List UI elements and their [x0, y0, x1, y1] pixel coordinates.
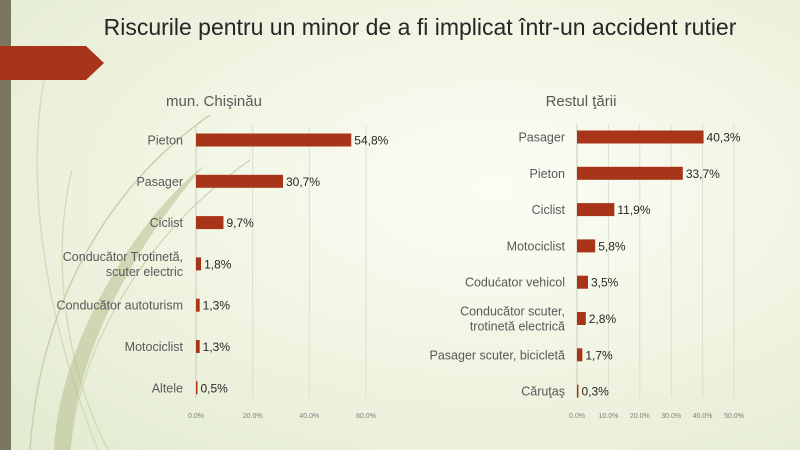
chart-1-title: mun. Chişinău: [166, 93, 262, 110]
chart-1-bar: [196, 133, 352, 147]
chart-2-x-tick-label: 20.0%: [630, 413, 650, 420]
chart-2-category-label: Codućator vehicol: [465, 276, 565, 290]
chart-1-category-label: Pasager: [136, 175, 183, 189]
chart-2-bar: [577, 275, 588, 289]
chart-2-bar: [577, 384, 579, 398]
left-decorative-band: [0, 0, 11, 450]
chart-1-bar: [196, 298, 200, 312]
chart-1-x-tick-label: 20.0%: [243, 413, 263, 420]
chart-1-bar: [196, 381, 198, 395]
chart-2-bar: [577, 203, 615, 217]
chart-1-data-label: 0,5%: [201, 381, 229, 395]
chart-1-x-tick-label: 40.0%: [299, 413, 319, 420]
title-arrow-banner: [0, 46, 104, 80]
chart-1-bar: [196, 216, 224, 230]
chart-2-category-label: Pasager: [518, 131, 565, 145]
slide-title: Riscurile pentru un minor de a fi implic…: [103, 14, 737, 40]
chart-2-category-label: Pieton: [530, 167, 565, 181]
chart-2-x-tick-label: 10.0%: [598, 413, 618, 420]
chart-1-category-label: scuter electric: [106, 265, 183, 279]
chart-2-x-tick-label: 0.0%: [569, 413, 585, 420]
chart-2-category-label: trotinetă electrică: [470, 320, 565, 334]
chart-2-data-label: 5,8%: [598, 239, 626, 253]
chart-1-category-label: Altele: [152, 381, 183, 395]
chart-2-bar: [577, 166, 683, 180]
chart-2-bar: [577, 312, 586, 325]
chart-2-bar: [577, 239, 596, 253]
chart-2-data-label: 2,8%: [589, 312, 617, 326]
chart-2-bar: [577, 130, 704, 144]
chart-1-category-label: Conducător Trotinetă,: [63, 250, 183, 264]
chart-1-x-tick-label: 0.0%: [188, 413, 204, 420]
chart-1-category-label: Pieton: [148, 134, 183, 148]
chart-2-x-tick-label: 40.0%: [693, 413, 713, 420]
chart-2-bar: [577, 348, 583, 362]
chart-1-data-label: 1,8%: [204, 257, 232, 271]
chart-2-data-label: 11,9%: [617, 203, 650, 217]
chart-2-data-label: 3,5%: [591, 276, 619, 290]
chart-2-data-label: 33,7%: [686, 167, 720, 181]
chart-2-data-label: 1,7%: [585, 348, 613, 362]
chart-1-data-label: 1,3%: [203, 299, 231, 313]
chart-2-title: Restul ţării: [546, 93, 617, 110]
chart-1-category-label: Ciclist: [150, 216, 184, 230]
chart-1-bar: [196, 340, 200, 353]
chart-1-data-label: 9,7%: [226, 216, 254, 230]
chart-2-category-label: Pasager scuter, bicicletă: [430, 348, 566, 362]
chart-1-bar: [196, 257, 202, 271]
chart-1-category-label: Motociclist: [125, 340, 184, 354]
chart-2-x-tick-label: 30.0%: [661, 413, 681, 420]
chart-2-category-label: Conducător scuter,: [460, 305, 565, 319]
chart-2-category-label: Ciclist: [532, 203, 566, 217]
chart-1-x-tick-label: 60.0%: [356, 413, 376, 420]
chart-1-bar: [196, 174, 283, 188]
chart-1-data-label: 54,8%: [354, 134, 388, 148]
chart-1-data-label: 1,3%: [203, 340, 231, 354]
chart-2-data-label: 40,3%: [707, 131, 741, 145]
chart-2-category-label: Motociclist: [507, 239, 566, 253]
chart-2-x-tick-label: 50.0%: [724, 413, 744, 420]
chart-2-category-label: Căruţaş: [521, 385, 565, 399]
chart-1-data-label: 30,7%: [286, 175, 320, 189]
chart-1-category-label: Conducător autoturism: [57, 299, 183, 313]
chart-2-data-label: 0,3%: [582, 385, 610, 399]
